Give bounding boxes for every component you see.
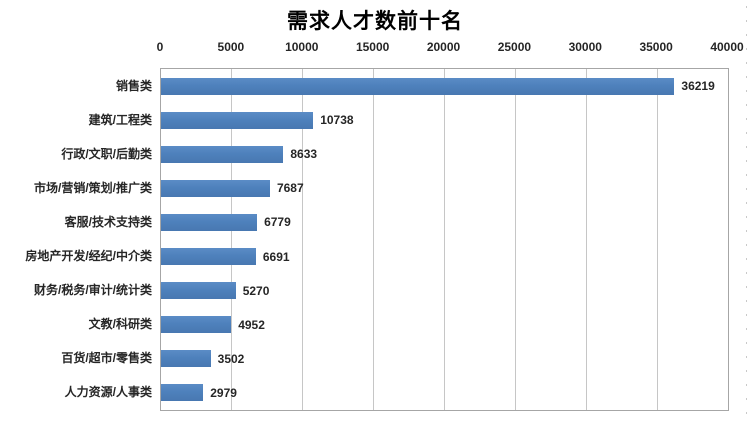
- bar: [161, 213, 258, 231]
- x-axis-tick-label: 10000: [285, 40, 319, 54]
- x-axis-tick-label: 5000: [217, 40, 245, 54]
- bar: [161, 316, 232, 334]
- bar-row: 3502: [161, 342, 728, 376]
- category-label: 房地产开发/经纪/中介类: [25, 249, 152, 264]
- bar: [161, 384, 204, 402]
- bar-row: 8633: [161, 137, 728, 171]
- bar-rows: 36219 10738 8633 7687 6779 6691 5270 4952 3502 29…: [161, 69, 728, 410]
- category-label: 行政/文职/后勤类: [61, 146, 152, 161]
- category-label: 销售类: [115, 78, 152, 93]
- bar-row: 6779: [161, 205, 728, 239]
- category-label: 建筑/工程类: [88, 112, 152, 127]
- category-label: 百货/超市/零售类: [61, 351, 152, 366]
- bar: [161, 248, 256, 266]
- data-label: 5270: [242, 283, 270, 298]
- gridline: [231, 69, 233, 410]
- gridline: [514, 69, 516, 410]
- bar-row: 2979: [161, 376, 728, 410]
- category-label: 人力资源/人事类: [64, 385, 152, 400]
- data-label: 6779: [264, 215, 291, 230]
- bar: [161, 179, 270, 197]
- x-axis-tick-label: 0: [156, 40, 164, 54]
- data-label: 3502: [217, 351, 245, 366]
- category-label: 财务/税务/审计/统计类: [33, 283, 152, 298]
- x-axis-tick-label: 20000: [426, 40, 461, 54]
- category-axis: 销售类建筑/工程类行政/文职/后勤类市场/营销/策划/推广类客服/技术支持类房地…: [0, 68, 152, 409]
- x-axis-tick-label: 40000: [710, 40, 744, 54]
- bar-row: 6691: [161, 239, 728, 273]
- category-label: 市场/营销/策划/推广类: [33, 180, 152, 195]
- gridline: [302, 69, 304, 410]
- data-label: 6691: [262, 249, 290, 264]
- x-axis: 0 5000 10000 15000 20000 25000 30000 35000 40000: [156, 40, 744, 56]
- data-label: 4952: [238, 317, 265, 332]
- bar-row: 7687: [161, 171, 728, 205]
- data-label: 2979: [210, 385, 237, 400]
- gridline: [444, 69, 445, 410]
- category-label: 客服/技术支持类: [64, 214, 152, 229]
- data-label: 10738: [320, 113, 354, 128]
- plot-area: 36219 10738 8633 7687 6779 6691 5270 4952 3502 29…: [160, 68, 729, 411]
- x-axis-tick-label: 35000: [639, 40, 673, 54]
- bar-row: 5270: [161, 274, 728, 308]
- data-label: 7687: [276, 181, 304, 196]
- category-label: 文教/科研类: [88, 317, 152, 332]
- bar: [161, 77, 675, 95]
- bar-row: 36219: [161, 69, 728, 103]
- bar: [161, 350, 211, 368]
- chart-title: 需求人才数前十名: [287, 10, 463, 33]
- gridline: [373, 69, 375, 410]
- x-axis-tick-label: 15000: [355, 40, 390, 54]
- bar-row: 4952: [161, 308, 728, 342]
- data-label: 36219: [681, 79, 715, 94]
- gridline: [585, 69, 587, 410]
- bar: [161, 111, 314, 129]
- x-axis-tick-label: 30000: [568, 40, 602, 54]
- bar-row: 10738: [161, 103, 728, 137]
- gridline: [656, 69, 658, 410]
- page-edge-dots: [746, 6, 747, 425]
- bar: [161, 145, 284, 163]
- x-axis-tick-label: 25000: [497, 40, 532, 54]
- data-label: 8633: [290, 147, 318, 162]
- bar: [161, 282, 236, 300]
